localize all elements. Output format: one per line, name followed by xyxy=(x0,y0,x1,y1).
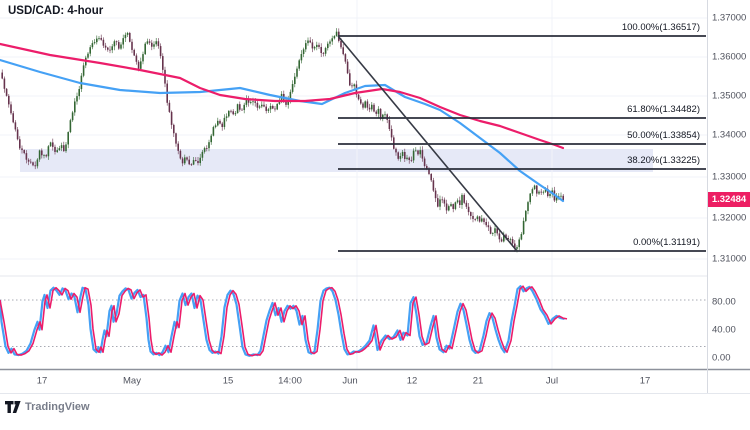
tradingview-logo-icon xyxy=(5,401,21,413)
tradingview-logo-text: TradingView xyxy=(25,401,90,413)
tradingview-logo[interactable]: TradingView xyxy=(5,401,90,413)
price-tick: 1.37000 xyxy=(712,12,747,24)
candles-layer xyxy=(1,28,564,253)
fib-lines xyxy=(338,35,706,252)
time-tick: 17 xyxy=(639,375,651,387)
descending-trendline[interactable] xyxy=(337,35,518,252)
stoch-k-line xyxy=(0,285,565,357)
price-tick: 1.36000 xyxy=(712,51,747,63)
stoch-d-line xyxy=(0,285,568,357)
stoch-tick: 0.00 xyxy=(712,352,731,364)
fib-label-50: 50.00%(1.33854) xyxy=(627,130,700,141)
price-tick: 1.33000 xyxy=(712,171,747,183)
fib-label-61.8: 61.80%(1.34482) xyxy=(627,104,700,115)
time-tick: 12 xyxy=(406,375,418,387)
last-price-badge: 1.32484 xyxy=(708,191,750,207)
fib-label-100: 100.00%(1.36517) xyxy=(621,22,700,33)
support-zone-band xyxy=(20,149,653,172)
ma-blue-line[interactable] xyxy=(0,58,565,203)
price-tick: 1.35000 xyxy=(712,90,747,102)
time-tick: 21 xyxy=(472,375,484,387)
time-tick: Jun xyxy=(342,375,358,387)
price-tick: 1.31000 xyxy=(712,253,747,265)
price-tick: 1.34000 xyxy=(712,129,747,141)
price-tick: 1.32000 xyxy=(712,212,747,224)
time-tick: 17 xyxy=(36,375,48,387)
stochastic-pane xyxy=(0,285,707,357)
time-tick: Jul xyxy=(545,375,559,387)
time-tick: 14:00 xyxy=(278,375,302,387)
ma-pink-line[interactable] xyxy=(0,42,565,150)
time-tick: May xyxy=(123,375,141,387)
fib-label-38.2: 38.20%(1.33225) xyxy=(627,155,700,166)
symbol-title: USD/CAD: 4-hour xyxy=(8,5,104,17)
fib-label-0: 0.00%(1.31191) xyxy=(633,237,700,248)
stoch-tick: 40.00 xyxy=(712,324,736,336)
time-tick: 15 xyxy=(222,375,234,387)
stoch-tick: 80.00 xyxy=(712,296,736,308)
frame-lines xyxy=(0,0,750,394)
gridlines xyxy=(0,0,707,369)
